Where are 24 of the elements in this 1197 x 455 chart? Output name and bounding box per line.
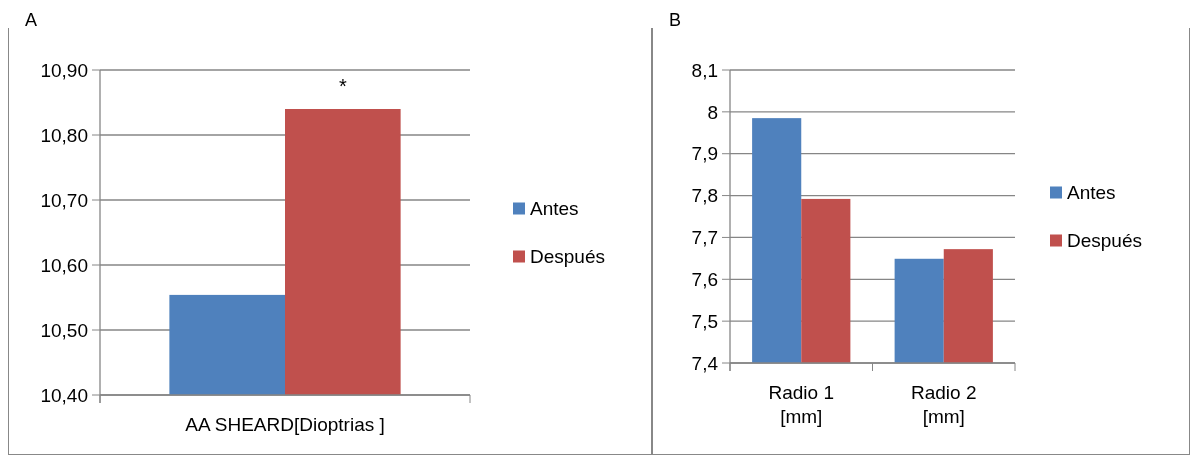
y-tick-label: 10,60 — [40, 254, 88, 276]
chart-title: B — [669, 10, 682, 30]
legend-label: Después — [530, 246, 605, 268]
y-tick-label: 10,90 — [40, 59, 88, 81]
y-tick-label: 7,4 — [691, 352, 719, 374]
legend-label: Antes — [530, 198, 579, 220]
y-tick-label: 7,6 — [691, 268, 718, 290]
y-tick-label: 10,70 — [40, 189, 88, 211]
y-tick-label: 7,7 — [691, 227, 718, 249]
x-tick-label: Radio 2 [mm] — [911, 382, 977, 427]
y-tick-label: 7,9 — [691, 143, 718, 165]
legend-label: Antes — [1067, 182, 1116, 204]
y-tick-label: 10,50 — [40, 319, 88, 341]
y-tick-label: 10,80 — [40, 124, 88, 146]
legend-label: Después — [1067, 230, 1142, 252]
y-tick-label: 7,5 — [691, 310, 718, 332]
x-tick-label: Radio 1 [mm] — [768, 382, 834, 427]
y-tick-label: 7,8 — [691, 185, 718, 207]
text: A — [25, 10, 38, 30]
y-tick-label: 10,40 — [40, 384, 88, 406]
annotation: * — [338, 75, 347, 97]
x-tick-label: AA SHEARD[Dioptrias ] — [185, 414, 385, 435]
y-tick-label: 8 — [707, 101, 718, 123]
y-tick-label: 8,1 — [691, 59, 718, 81]
